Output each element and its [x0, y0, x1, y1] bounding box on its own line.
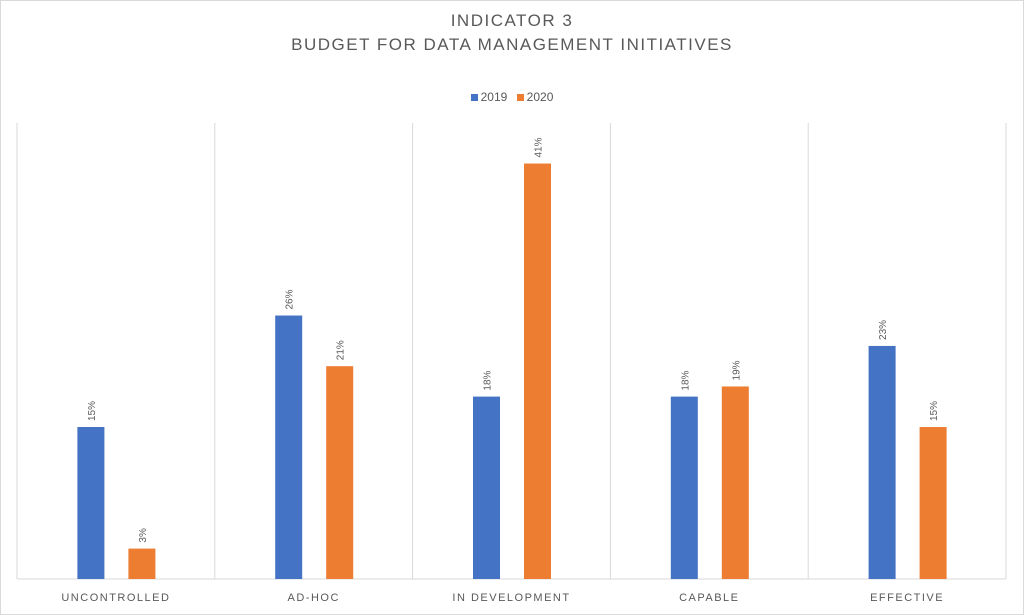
- legend: 2019 2020: [1, 90, 1023, 104]
- x-tick-label: UNCONTROLLED: [61, 592, 170, 604]
- bar-2019: [868, 345, 896, 579]
- data-label-2020: 3%: [138, 528, 149, 543]
- bar-2020: [128, 548, 156, 579]
- legend-label-2020: 2020: [526, 90, 554, 104]
- legend-swatch-2019: [470, 94, 478, 102]
- data-label-2020: 15%: [929, 401, 940, 421]
- legend-item-2019: 2019: [470, 90, 508, 104]
- chart-title: INDICATOR 3: [450, 11, 574, 30]
- x-tick-label: EFFECTIVE: [870, 592, 944, 604]
- x-tick-label: CAPABLE: [679, 592, 739, 604]
- data-label-2020: 21%: [336, 340, 347, 360]
- legend-swatch-2020: [516, 94, 524, 102]
- legend-label-2019: 2019: [480, 90, 508, 104]
- bar-2019: [473, 396, 500, 579]
- legend-item-2020: 2020: [516, 90, 554, 104]
- bar-2019: [275, 315, 303, 579]
- x-tick-label: IN DEVELOPMENT: [452, 592, 570, 604]
- bar-2020: [326, 366, 354, 579]
- data-label-2019: 23%: [878, 320, 889, 340]
- x-tick-label: AD-HOC: [288, 592, 340, 604]
- data-label-2019: 15%: [87, 401, 98, 421]
- bar-2020: [524, 163, 551, 580]
- data-label-2019: 18%: [483, 370, 494, 390]
- bar-2020: [919, 427, 947, 579]
- bar-2019: [670, 396, 698, 579]
- data-label-2019: 18%: [680, 370, 691, 390]
- data-label-2020: 41%: [534, 137, 545, 157]
- bar-2020: [721, 386, 749, 579]
- data-label-2019: 26%: [285, 289, 296, 309]
- bar-2019: [77, 427, 105, 579]
- data-label-2020: 19%: [731, 360, 742, 380]
- chart-subtitle: BUDGET FOR DATA MANAGEMENT INITIATIVES: [291, 35, 733, 54]
